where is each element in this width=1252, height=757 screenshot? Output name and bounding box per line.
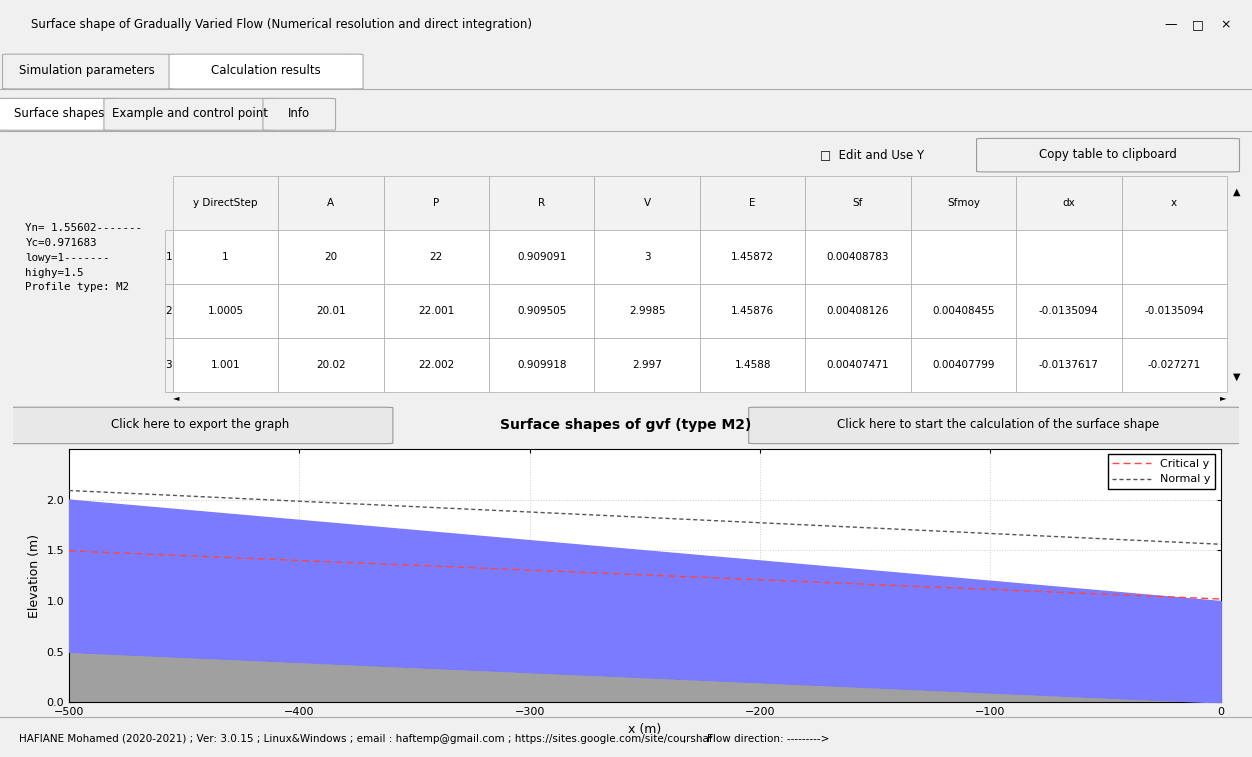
FancyBboxPatch shape (749, 407, 1246, 444)
Text: Surface shapes: Surface shapes (14, 107, 104, 120)
FancyBboxPatch shape (263, 98, 336, 130)
FancyBboxPatch shape (977, 139, 1239, 172)
Text: ;: ; (682, 734, 686, 743)
FancyBboxPatch shape (0, 98, 120, 130)
Text: Click here to start the calculation of the surface shape: Click here to start the calculation of t… (836, 418, 1159, 431)
Text: Click here to export the graph: Click here to export the graph (111, 418, 289, 431)
Text: Example and control point: Example and control point (113, 107, 268, 120)
FancyBboxPatch shape (6, 407, 393, 444)
Text: Surface shapes of gvf (type M2): Surface shapes of gvf (type M2) (501, 418, 751, 431)
Text: Info: Info (288, 107, 310, 120)
Text: □  Edit and Use Y: □ Edit and Use Y (820, 148, 924, 162)
Text: ►: ► (1221, 393, 1227, 402)
Y-axis label: Elevation (m): Elevation (m) (28, 534, 41, 618)
FancyBboxPatch shape (3, 54, 172, 89)
Text: □: □ (1192, 18, 1204, 31)
Text: ▲: ▲ (1233, 186, 1239, 197)
Text: ◄: ◄ (173, 393, 179, 402)
Legend: Critical y, Normal y: Critical y, Normal y (1108, 454, 1216, 489)
Text: ×: × (1221, 18, 1231, 31)
Text: —: — (1164, 18, 1177, 31)
Text: Simulation parameters: Simulation parameters (19, 64, 155, 77)
Text: Copy table to clipboard: Copy table to clipboard (1039, 148, 1177, 161)
Text: Yn= 1.55602-------
Yc=0.971683
lowy=1-------
highy=1.5
Profile type: M2: Yn= 1.55602------- Yc=0.971683 lowy=1---… (25, 223, 143, 292)
FancyBboxPatch shape (104, 98, 277, 130)
FancyBboxPatch shape (169, 54, 363, 89)
Text: ▼: ▼ (1233, 371, 1239, 382)
X-axis label: x (m): x (m) (629, 723, 661, 736)
Text: HAFIANE Mohamed (2020-2021) ; Ver: 3.0.15 ; Linux&Windows ; email : haftemp@gmai: HAFIANE Mohamed (2020-2021) ; Ver: 3.0.1… (19, 734, 712, 743)
Text: Flow direction: --------->: Flow direction: ---------> (707, 734, 830, 743)
Text: Surface shape of Gradually Varied Flow (Numerical resolution and direct integrat: Surface shape of Gradually Varied Flow (… (31, 18, 532, 31)
Text: Calculation results: Calculation results (212, 64, 321, 77)
